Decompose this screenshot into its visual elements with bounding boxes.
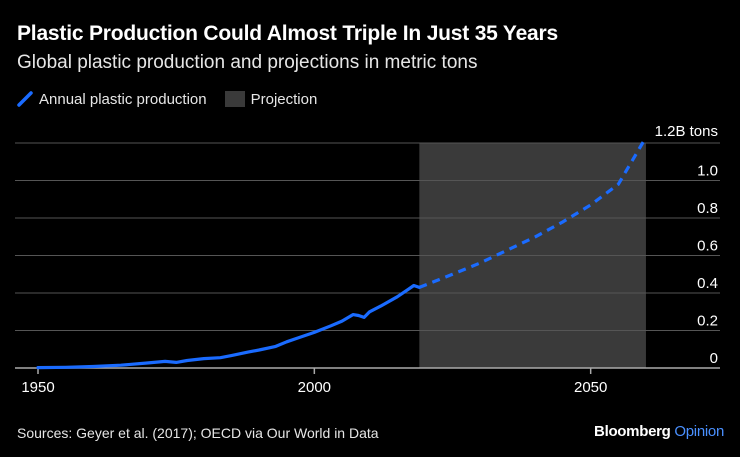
legend-label-projection: Projection: [250, 90, 318, 108]
brand-logo: Bloomberg Opinion: [594, 423, 724, 440]
legend-item-production: Annual plastic production: [17, 91, 207, 108]
legend-projection-swatch: [224, 91, 245, 107]
y-tick-label: 0.8: [697, 200, 718, 217]
legend: Annual plastic production Projection: [17, 88, 335, 110]
brand-secondary: Opinion: [674, 423, 724, 440]
y-tick-label: 0.6: [697, 238, 718, 255]
x-tick-label: 2000: [298, 379, 331, 396]
y-tick-label: 0.4: [697, 275, 718, 292]
production-line: [36, 283, 421, 370]
y-tick-label: 0: [710, 350, 718, 367]
y-tick-label: 1.0: [697, 163, 718, 180]
source-note: Sources: Geyer et al. (2017); OECD via O…: [17, 425, 379, 441]
legend-label-production: Annual plastic production: [39, 90, 207, 108]
y-tick-label: 0.2: [697, 313, 718, 330]
x-tick-label: 2050: [574, 379, 607, 396]
y-top-label: 1.2B tons: [655, 123, 718, 140]
x-tick-label: 1950: [21, 379, 54, 396]
legend-line-icon: [17, 91, 33, 107]
chart-subtitle: Global plastic production and projection…: [17, 52, 478, 73]
brand-primary: Bloomberg: [594, 423, 671, 440]
chart-title: Plastic Production Could Almost Triple I…: [17, 22, 558, 45]
projection-line: [418, 136, 648, 289]
legend-item-projection: Projection: [224, 90, 318, 108]
